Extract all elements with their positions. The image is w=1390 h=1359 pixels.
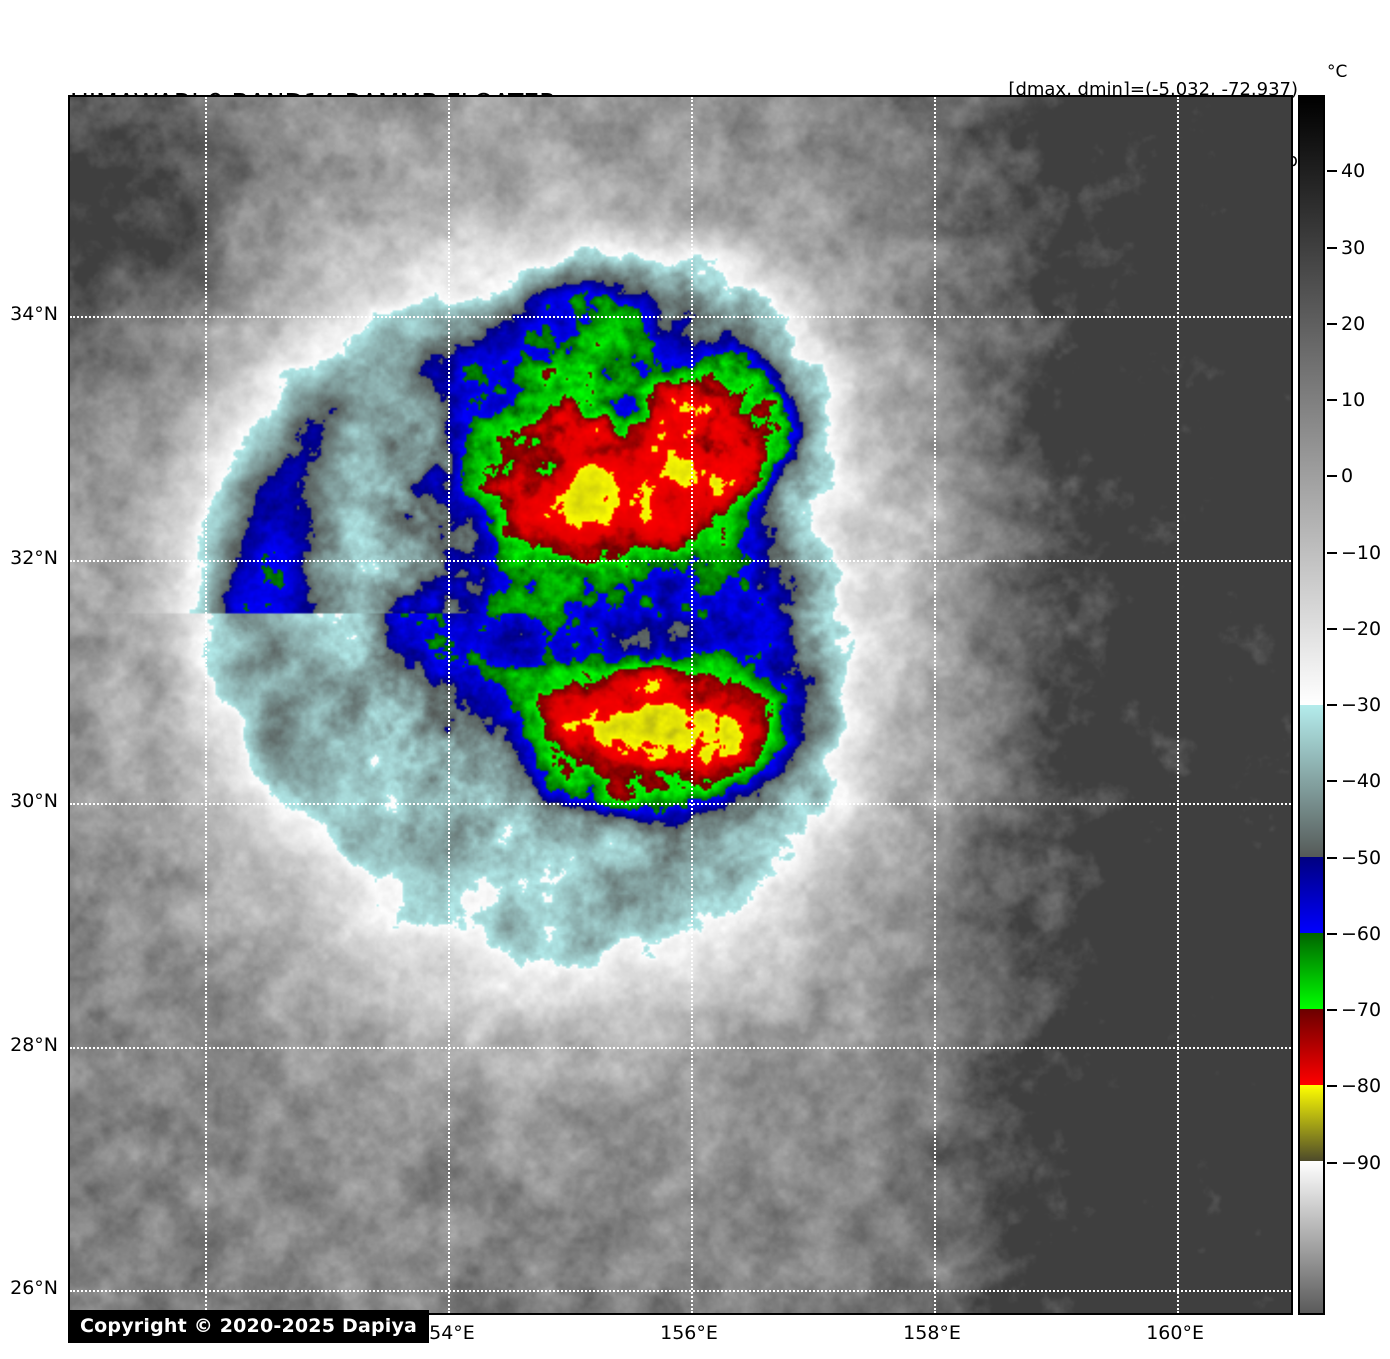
colorbar-tick-label: −60: [1341, 922, 1382, 945]
colorbar-tick-mark: [1327, 475, 1337, 478]
colorbar-tick-label: 20: [1341, 312, 1366, 335]
lon-tick-label: 154°E: [417, 1322, 475, 1344]
colorbar-tick-label: 40: [1341, 160, 1366, 183]
lat-tick-label: 34°N: [10, 303, 58, 326]
colorbar-tick-label: −10: [1341, 541, 1382, 564]
colorbar-tick-mark: [1327, 1161, 1337, 1164]
colorbar[interactable]: [1298, 95, 1325, 1315]
colorbar-tick-mark: [1327, 1085, 1337, 1088]
colorbar-tick-mark: [1327, 246, 1337, 249]
lat-tick-label: 26°N: [10, 1277, 58, 1300]
colorbar-tick-mark: [1327, 704, 1337, 706]
colorbar-tick-label: −90: [1341, 1151, 1382, 1174]
lon-tick-label: 160°E: [1146, 1322, 1204, 1344]
colorbar-tick-mark: [1327, 932, 1337, 935]
colorbar-tick-mark: [1327, 780, 1337, 783]
lon-tick-label: 158°E: [903, 1322, 961, 1344]
colorbar-tick-mark: [1327, 399, 1337, 401]
colorbar-tick-label: −50: [1341, 846, 1382, 869]
colorbar-tick-mark: [1327, 627, 1337, 630]
colorbar-tick-mark: [1327, 1009, 1337, 1011]
colorbar-tick-label: 10: [1341, 389, 1366, 411]
lat-tick-label: 28°N: [10, 1033, 58, 1056]
colorbar-tick-mark: [1327, 551, 1337, 554]
colorbar-gradient: [1300, 97, 1323, 1313]
lat-tick-label: 32°N: [10, 546, 58, 569]
satellite-image-panel[interactable]: [68, 95, 1293, 1315]
copyright-badge: Copyright © 2020-2025 Dapiya: [68, 1310, 430, 1343]
colorbar-tick-label: −20: [1341, 617, 1382, 640]
colorbar-tick-mark: [1327, 322, 1337, 325]
colorbar-tick-label: 30: [1341, 236, 1366, 259]
colorbar-tick-label: −30: [1341, 694, 1382, 716]
colorbar-tick-label: −70: [1341, 999, 1382, 1021]
lat-tick-label: 30°N: [10, 790, 58, 813]
colorbar-tick-mark: [1327, 856, 1337, 859]
colorbar-tick-label: −80: [1341, 1075, 1382, 1098]
lon-tick-label: 156°E: [660, 1322, 718, 1344]
colorbar-unit-label: °C: [1327, 62, 1348, 82]
colorbar-tick-label: −40: [1341, 770, 1382, 793]
satellite-imagery-canvas: [70, 97, 1291, 1313]
dmax-dmin-readout: [dmax, dmin]=(-5.032, -72.937): [1008, 78, 1298, 100]
colorbar-tick-label: 0: [1341, 465, 1354, 488]
colorbar-tick-mark: [1327, 170, 1337, 173]
